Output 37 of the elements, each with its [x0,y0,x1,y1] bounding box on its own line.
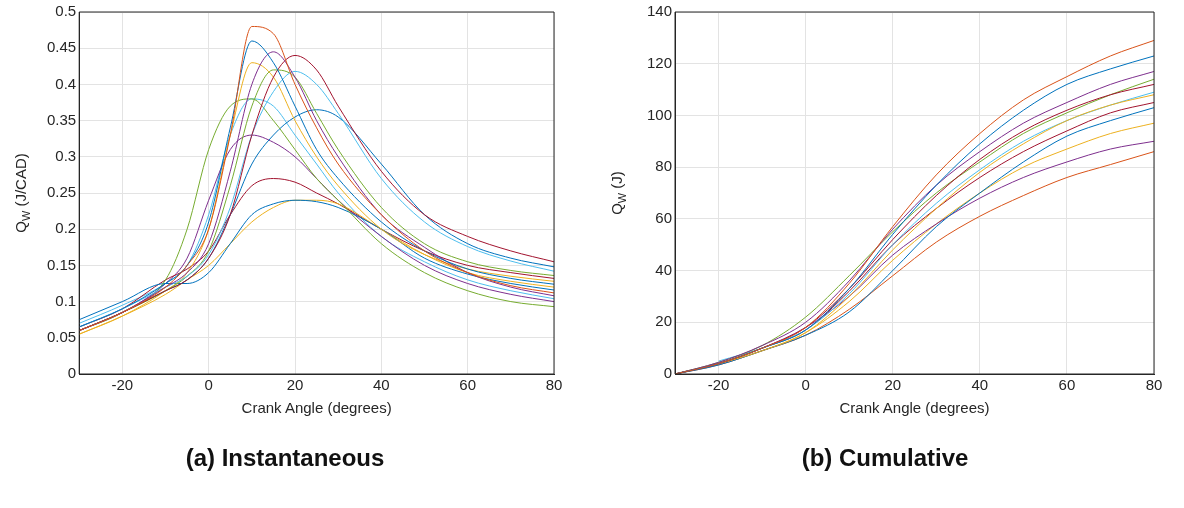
x-tick-label: 20 [286,376,304,394]
y-tick-label: 120 [647,53,673,71]
x-tick-label: 20 [884,376,902,394]
y-tick-label: 60 [655,209,673,226]
y-tick-label: 20 [655,312,673,330]
y-tick-label: 0.5 [55,2,77,20]
x-tick-label: 80 [1145,376,1163,394]
x-tick-label: 40 [971,376,989,394]
x-tick-label: -20 [707,376,730,394]
y-axis-title: QW (J/CAD) [12,153,33,233]
y-tick-label: 140 [647,2,673,20]
x-tick-label: 60 [1058,376,1076,394]
y-tick-label: 0.15 [46,255,77,273]
text: (a) Instantaneous [184,444,386,472]
y-tick-label: 40 [655,260,673,278]
x-axis-title: Crank Angle (degrees) [839,399,990,417]
y-tick-label: 100 [647,105,673,123]
x-tick-label: -20 [111,376,134,394]
y-tick-label: 0 [663,364,673,382]
x-tick-label: 60 [459,376,477,394]
x-tick-label: 0 [801,376,810,394]
y-axis-title: QW (J) [608,171,629,215]
y-tick-label: 0.25 [46,183,77,201]
y-tick-label: 0.35 [46,110,77,128]
y-tick-label: 0 [67,364,77,382]
y-tick-label: 0.4 [55,74,77,92]
y-tick-label: 80 [655,157,673,175]
y-tick-label: 0.45 [46,38,77,56]
y-tick-label: 0.05 [46,327,77,345]
x-tick-label: 80 [545,376,563,394]
x-tick-label: 40 [373,376,390,394]
x-tick-label: 0 [204,376,213,394]
y-tick-label: 0.2 [55,219,77,237]
y-tick-label: 0.1 [55,291,77,309]
y-tick-label: 0.3 [55,146,77,164]
x-axis-title: Crank Angle (degrees) [241,399,392,417]
text: (b) Cumulative [800,444,970,472]
